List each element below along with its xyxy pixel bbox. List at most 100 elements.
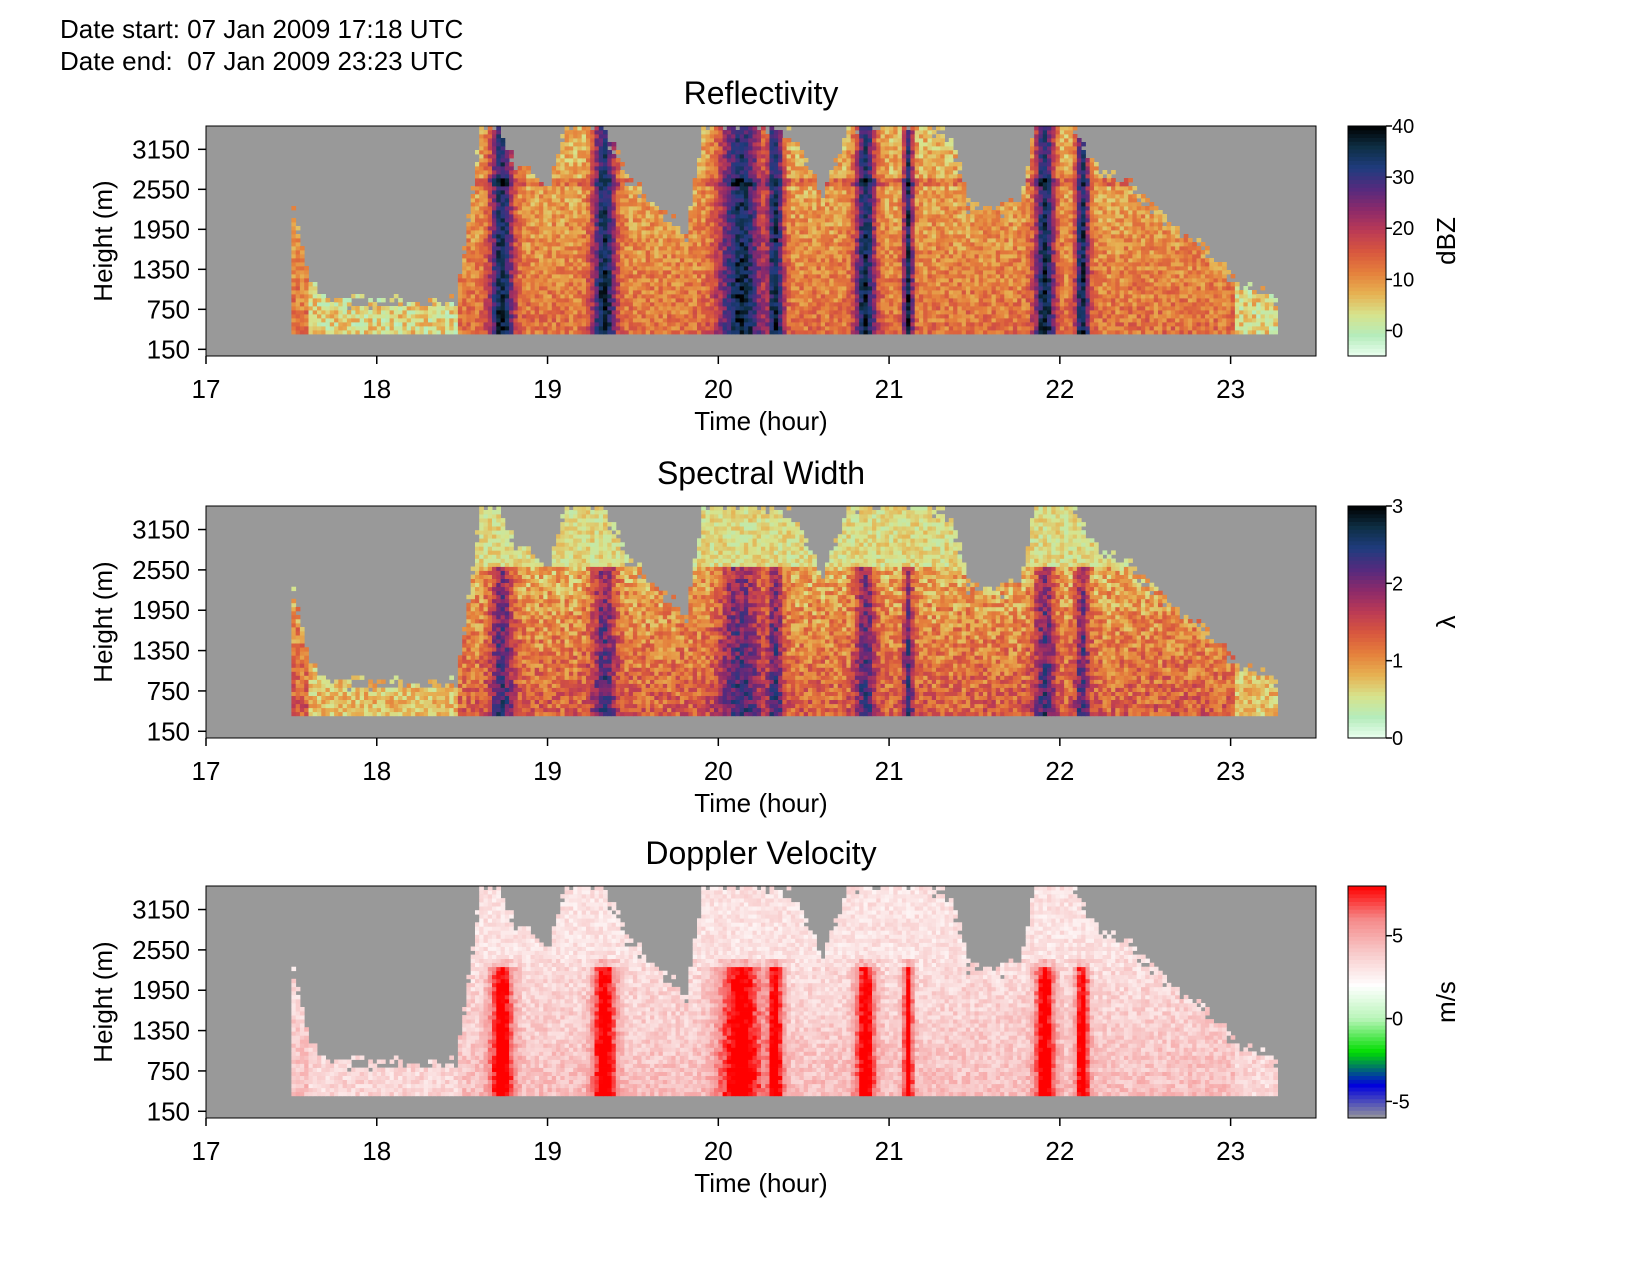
heatmap-cell	[611, 218, 617, 223]
heatmap-cell	[701, 138, 706, 143]
heatmap-cell	[671, 274, 676, 279]
heatmap-cell	[752, 326, 758, 331]
heatmap-cell	[504, 314, 510, 319]
heatmap-cell	[645, 266, 651, 271]
heatmap-cell	[586, 294, 591, 299]
heatmap-cell	[632, 234, 638, 239]
heatmap-cell	[778, 314, 783, 319]
heatmap-cell	[808, 238, 813, 243]
heatmap-cell	[654, 278, 659, 283]
heatmap-cell	[667, 278, 672, 283]
heatmap-cell	[872, 230, 877, 235]
heatmap-cell	[513, 170, 519, 175]
heatmap-cell	[475, 162, 480, 167]
heatmap-cell	[457, 314, 463, 319]
heatmap-cell	[594, 254, 600, 259]
heatmap-cell	[594, 202, 600, 207]
heatmap-cell	[487, 298, 493, 303]
heatmap-cell	[581, 326, 587, 331]
heatmap-cell	[543, 314, 548, 319]
heatmap-cell	[504, 306, 510, 311]
heatmap-cell	[556, 154, 561, 159]
heatmap-cell	[650, 290, 655, 295]
heatmap-cell	[876, 206, 881, 211]
heatmap-cell	[586, 218, 591, 223]
heatmap-cell	[748, 150, 753, 155]
heatmap-cell	[773, 306, 779, 311]
heatmap-cell	[513, 318, 519, 323]
heatmap-cell	[684, 234, 689, 239]
heatmap-cell	[654, 306, 659, 311]
heatmap-cell	[662, 294, 668, 299]
heatmap-cell	[782, 282, 787, 287]
heatmap-cell	[457, 282, 463, 287]
heatmap-cell	[487, 154, 493, 159]
heatmap-cell	[470, 282, 476, 287]
heatmap-cell	[509, 226, 514, 231]
heatmap-cell	[628, 246, 634, 251]
heatmap-cell	[487, 242, 493, 247]
heatmap-cell	[624, 234, 630, 239]
heatmap-cell	[756, 226, 762, 231]
heatmap-cell	[765, 162, 770, 167]
heatmap-cell	[816, 302, 822, 307]
heatmap-cell	[761, 314, 766, 319]
heatmap-cell	[581, 182, 587, 187]
heatmap-cell	[573, 278, 578, 283]
heatmap-cell	[705, 138, 711, 143]
heatmap-cell	[624, 230, 630, 235]
heatmap-cell	[560, 222, 565, 227]
heatmap-cell	[731, 290, 736, 295]
heatmap-cell	[590, 138, 595, 143]
heatmap-cell	[722, 134, 728, 139]
heatmap-cell	[748, 210, 753, 215]
heatmap-cell	[620, 182, 625, 187]
heatmap-cell	[517, 278, 523, 283]
heatmap-cell	[795, 154, 800, 159]
heatmap-cell	[415, 306, 420, 311]
heatmap-cell	[718, 286, 723, 291]
heatmap-cell	[786, 318, 792, 323]
heatmap-cell	[786, 174, 792, 179]
heatmap-cell	[304, 290, 309, 295]
heatmap-cell	[650, 314, 655, 319]
heatmap-cell	[607, 250, 612, 255]
heatmap-cell	[598, 174, 604, 179]
heatmap-cell	[624, 198, 630, 203]
heatmap-cell	[526, 170, 531, 175]
heatmap-cell	[726, 142, 732, 147]
heatmap-cell	[808, 170, 813, 175]
heatmap-cell	[790, 210, 796, 215]
heatmap-cell	[867, 186, 873, 191]
heatmap-cell	[645, 250, 651, 255]
heatmap-cell	[470, 258, 476, 263]
heatmap-cell	[487, 318, 493, 323]
heatmap-cell	[863, 234, 869, 239]
heatmap-cell	[632, 262, 638, 267]
heatmap-cell	[773, 134, 779, 139]
heatmap-cell	[539, 286, 544, 291]
heatmap-cell	[475, 302, 480, 307]
heatmap-cell	[701, 150, 706, 155]
heatmap-cell	[615, 322, 621, 327]
heatmap-cell	[586, 238, 591, 243]
heatmap-cell	[662, 278, 668, 283]
heatmap-cell	[786, 278, 792, 283]
heatmap-cell	[692, 218, 698, 223]
heatmap-cell	[577, 126, 583, 131]
heatmap-cell	[291, 222, 297, 227]
heatmap-cell	[752, 218, 758, 223]
heatmap-cell	[872, 170, 877, 175]
heatmap-cell	[808, 306, 813, 311]
heatmap-cell	[521, 218, 527, 223]
heatmap-cell	[615, 274, 621, 279]
heatmap-cell	[483, 154, 489, 159]
heatmap-cell	[513, 266, 519, 271]
heatmap-cell	[705, 210, 711, 215]
heatmap-cell	[509, 306, 514, 311]
heatmap-cell	[658, 266, 664, 271]
heatmap-cell	[526, 166, 531, 171]
heatmap-cell	[662, 286, 668, 291]
heatmap-cell	[842, 178, 847, 183]
heatmap-cell	[568, 130, 574, 135]
